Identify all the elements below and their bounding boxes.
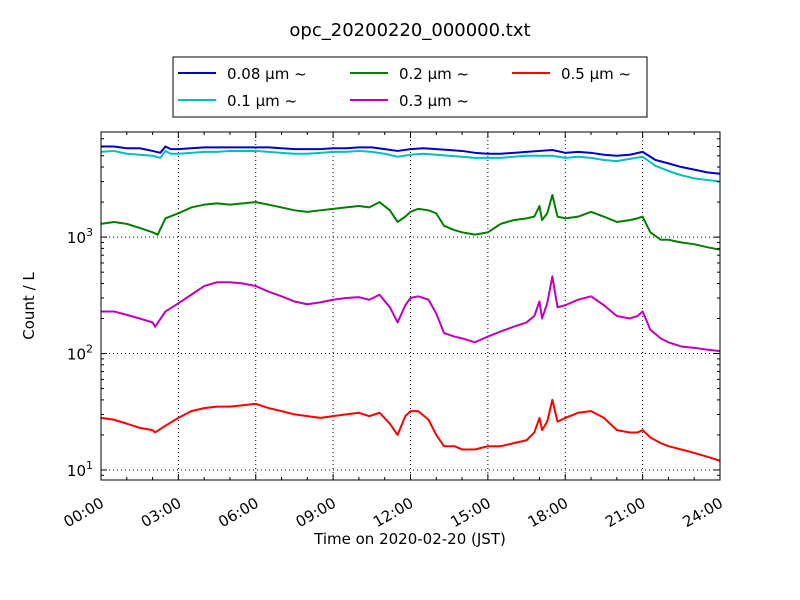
x-tick-label: 06:00 (215, 494, 261, 531)
y-tick-label: 101 (67, 459, 93, 480)
x-tick-label: 03:00 (138, 494, 184, 531)
series-layer (100, 145, 721, 462)
x-tick-label: 12:00 (370, 494, 416, 531)
x-axis-label: Time on 2020-02-20 (JST) (313, 530, 506, 548)
y-tick-label: 102 (67, 343, 93, 364)
legend-label: 0.3 μm ~ (399, 92, 469, 110)
grid-lines (101, 132, 720, 480)
y-tick-label: 103 (67, 226, 93, 247)
series-line-1 (101, 145, 721, 175)
x-tick-label: 18:00 (525, 494, 571, 531)
legend-label: 0.1 μm ~ (227, 92, 297, 110)
series-line-5 (100, 398, 721, 462)
legend-label: 0.08 μm ~ (227, 65, 307, 83)
x-tick-label: 24:00 (680, 494, 726, 531)
y-axis-label: Count / L (20, 272, 38, 340)
legend-label: 0.5 μm ~ (561, 65, 631, 83)
axis-ticks: 00:00 03:00 06:00 09:00 12:00 15:00 18:00 21:00… (61, 131, 726, 531)
series-line-2 (100, 149, 721, 183)
legend-box (172, 56, 648, 118)
legend-label: 0.2 μm ~ (399, 65, 469, 83)
x-tick-label: 09:00 (293, 494, 339, 531)
chart-title: opc_20200220_000000.txt (289, 20, 530, 41)
series-line-3 (100, 194, 721, 251)
x-tick-label: 00:00 (61, 494, 107, 531)
x-tick-label: 21:00 (602, 494, 648, 531)
series-line-4 (101, 275, 721, 353)
legend: 0.08 μm ~ 0.1 μm ~ 0.2 μm ~ 0.3 μm ~ 0.5 μm … (172, 56, 648, 118)
x-tick-label: 15:00 (447, 494, 493, 531)
